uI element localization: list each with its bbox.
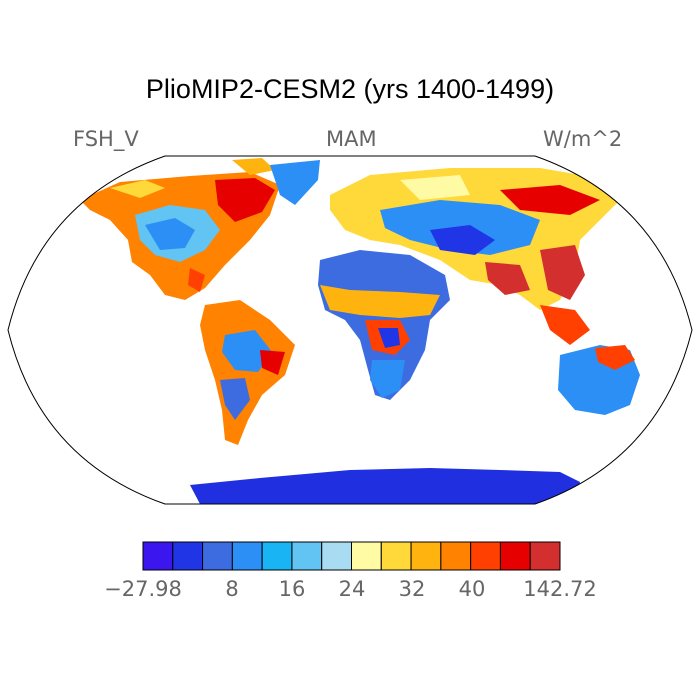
colorbar-box (380, 541, 412, 571)
colorbar-box (172, 541, 204, 571)
map-title: PlioMIP2-CESM2 (yrs 1400-1499) (145, 74, 555, 104)
south-america (200, 300, 295, 445)
colorbar-box (291, 541, 323, 571)
units-label: W/m^2 (543, 127, 623, 151)
variable-label: FSH_V (73, 127, 139, 151)
colorbar-box (231, 541, 263, 571)
colorbar-label-1: 8 (225, 577, 239, 601)
colorbar-label-0: −27.98 (104, 577, 182, 601)
colorbar-label-3: 24 (338, 577, 366, 601)
colorbar-box (142, 541, 174, 571)
australia (558, 345, 640, 415)
eurasia (330, 168, 620, 345)
season-label: MAM (326, 127, 377, 151)
colorbar (142, 541, 561, 571)
north-america (80, 158, 280, 300)
map-boundary (7, 155, 693, 505)
colorbar-label-6: 142.72 (523, 577, 597, 601)
africa (318, 250, 450, 400)
colorbar-box (529, 541, 561, 571)
colorbar-box (470, 541, 501, 571)
colorbar-box (440, 541, 472, 571)
greenland (270, 160, 320, 205)
antarctica (190, 468, 580, 504)
colorbar-box (410, 541, 442, 571)
colorbar-label-4: 32 (398, 577, 426, 601)
colorbar-box (351, 541, 382, 571)
colorbar-box (499, 541, 531, 571)
colorbar-box (202, 541, 233, 571)
colorbar-label-5: 40 (458, 577, 486, 601)
colorbar-box (321, 541, 353, 571)
colorbar-label-2: 16 (278, 577, 306, 601)
colorbar-box (261, 541, 293, 571)
